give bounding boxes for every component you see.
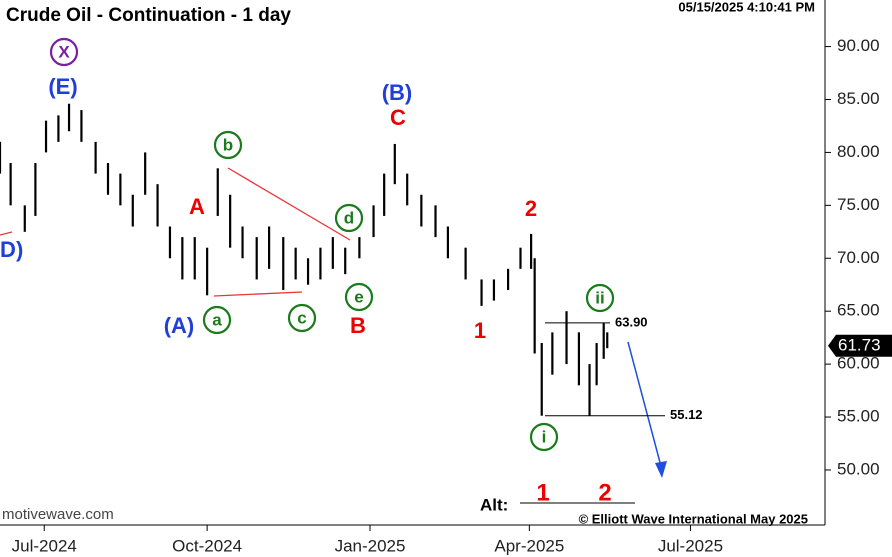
y-tick-label: 80.00	[837, 142, 880, 161]
alt-label: Alt:	[480, 495, 508, 514]
wave-label: d	[344, 208, 354, 227]
timestamp: 05/15/2025 4:10:41 PM	[678, 0, 815, 14]
wave-label: A	[189, 194, 205, 219]
wave-label: c	[297, 308, 306, 327]
y-tick-label: 70.00	[837, 248, 880, 267]
last-price-label: 61.73	[838, 335, 881, 354]
projection-arrow	[627, 341, 663, 471]
alt-wave-label: 2	[598, 479, 611, 506]
wave-label: (A)	[164, 313, 195, 338]
wave-label: (B)	[382, 80, 413, 105]
wave-label: e	[354, 287, 363, 306]
triangle-line	[213, 291, 303, 297]
x-tick-label: Oct-2024	[172, 536, 242, 555]
triangle-line	[0, 231, 13, 236]
wave-circle	[287, 303, 317, 333]
wave-circle	[344, 282, 374, 312]
wave-circle	[529, 422, 559, 452]
wave-circle	[334, 203, 364, 233]
wave-circle	[585, 283, 615, 313]
y-tick-label: 60.00	[837, 354, 880, 373]
wave-label: b	[223, 135, 233, 154]
wave-label: (D)	[0, 237, 23, 262]
wave-label: B	[350, 313, 366, 338]
y-tick-label: 50.00	[837, 459, 880, 478]
last-price-box	[828, 334, 892, 357]
wave-label: i	[542, 427, 547, 446]
wave-label: X	[58, 42, 70, 61]
wave-label: a	[212, 310, 222, 329]
wave-circle	[49, 37, 79, 67]
wave-label: 2	[525, 196, 537, 221]
x-tick-label: Jan-2025	[335, 536, 406, 555]
y-tick-label: 55.00	[837, 407, 880, 426]
alt-wave-label: 1	[536, 479, 549, 506]
y-tick-label: 75.00	[837, 195, 880, 214]
x-tick-label: Apr-2025	[494, 536, 564, 555]
wave-label: 1	[474, 318, 486, 343]
wave-label: ii	[595, 288, 604, 307]
x-tick-label: Jul-2024	[12, 536, 77, 555]
wave-circle	[213, 130, 243, 160]
y-tick-label: 90.00	[837, 36, 880, 55]
wave-label: C	[390, 105, 406, 130]
x-tick-label: Jul-2025	[658, 536, 723, 555]
arrow-head	[655, 461, 667, 478]
wave-circle	[202, 305, 232, 335]
watermark: motivewave.com	[2, 506, 114, 523]
wave-label: (E)	[48, 74, 77, 99]
triangle-line	[227, 167, 351, 241]
copyright: © Elliott Wave International May 2025	[579, 511, 808, 526]
chart-title: Crude Oil - Continuation - 1 day	[6, 5, 291, 26]
y-tick-label: 85.00	[837, 89, 880, 108]
level-label: 63.90	[615, 314, 648, 329]
y-tick-label: 65.00	[837, 301, 880, 320]
level-label: 55.12	[670, 407, 703, 422]
